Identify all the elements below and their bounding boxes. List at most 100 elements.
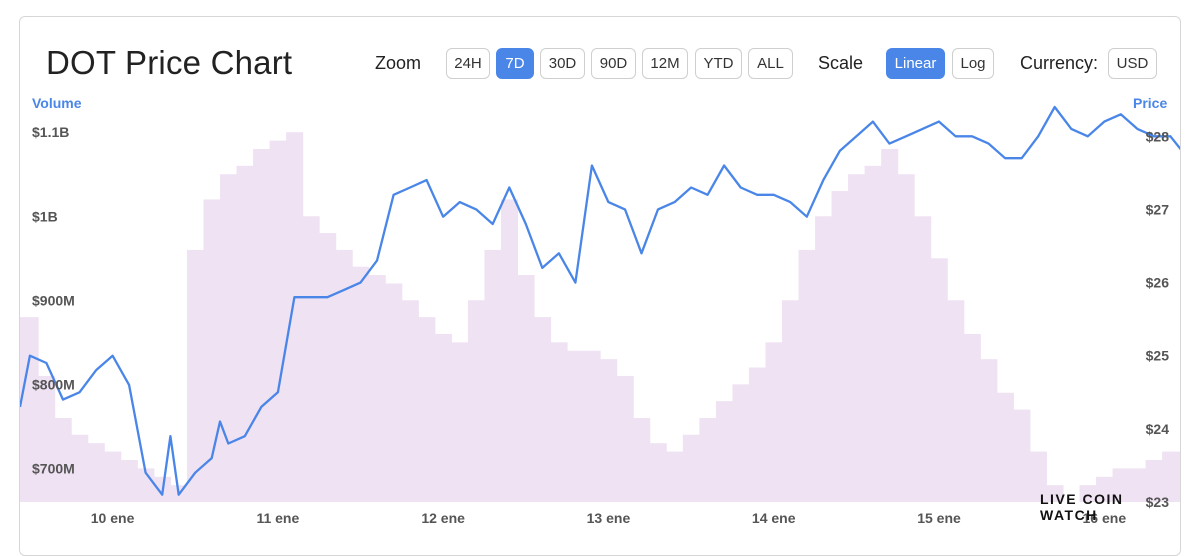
volume-bar [220,174,238,502]
volume-bar [87,443,105,502]
volume-bar [699,417,717,502]
volume-bar [930,258,948,502]
price-tick-label: $23 [1146,494,1170,510]
scale-label: Scale [818,53,864,73]
brand-text: LIVE COIN WATCH [1040,491,1124,523]
volume-bar [748,367,766,502]
volume-bar [864,165,882,503]
currency-label: Currency: [1020,53,1099,73]
volume-bar [567,350,585,502]
volume-bar [203,199,221,502]
zoom-label: Zoom [375,53,422,73]
volume-bar [1129,468,1147,502]
x-tick-label: 13 ene [587,510,631,526]
volume-bar [897,174,915,502]
volume-bar [633,417,651,502]
volume-bar [269,140,287,503]
price-axis-title: Price [1133,95,1168,111]
x-tick-label: 16 ene [1083,510,1127,526]
volume-bar [1145,459,1163,502]
volume-axis-title: Volume [32,95,82,111]
volume-bar [583,350,601,502]
volume-bar [534,317,552,502]
volume-bar [1013,409,1031,502]
volume-bar [963,333,981,502]
volume-bar [550,342,568,502]
volume-bar [71,434,89,502]
scale-log-button[interactable]: Log [952,48,994,79]
volume-bar [236,165,254,503]
x-tick-label: 11 ene [256,510,299,526]
volume-tick-label: $900M [32,292,75,308]
volume-bar [418,317,436,502]
livecoinwatch-logo: LIVE COIN WATCH [1040,491,1180,523]
volume-bar [798,249,816,502]
price-tick-label: $24 [1146,421,1170,437]
volume-bar [434,333,452,502]
volume-bar [649,443,667,502]
zoom-all-button[interactable]: ALL [748,48,793,79]
volume-bar [484,249,502,502]
x-tick-label: 12 ene [421,510,465,526]
dot-price-chart: $1.1B $1B $900M $800M $700M $28 $27 $26 $25 $24 $2… [20,105,1180,526]
zoom-7d-button[interactable]: 7D [496,48,534,79]
volume-tick-label: $1B [32,208,58,224]
volume-bar [186,249,204,502]
volume-bar [996,392,1014,502]
volume-bar [848,174,866,502]
volume-bar [467,300,485,502]
page-title: DOT Price Chart [46,44,293,81]
zoom-30d-button[interactable]: 30D [540,48,585,79]
volume-bar [253,149,271,502]
volume-bar [54,417,72,502]
volume-bar [765,342,783,502]
volume-bar [715,401,733,502]
x-tick-label: 14 ene [752,510,796,526]
volume-bar [286,132,304,502]
volume-bar [385,283,403,502]
volume-bar [1112,468,1130,502]
volume-bar [38,375,56,502]
volume-bar [401,300,419,502]
zoom-24h-button[interactable]: 24H [446,48,490,79]
volume-bar [104,451,122,502]
volume-bar [20,317,39,502]
price-tick-label: $27 [1146,201,1170,217]
volume-bar [517,275,535,502]
volume-bar [600,359,618,502]
volume-bar [500,199,519,502]
volume-bar [980,359,998,502]
volume-bar [1029,451,1047,502]
volume-bar [947,300,965,502]
volume-bar [368,275,386,502]
volume-tick-label: $700M [32,460,75,476]
volume-bar [781,300,800,502]
volume-bar [335,249,353,502]
price-line [20,105,1180,496]
volume-tick-label: $800M [32,376,75,392]
volume-bar [137,468,155,502]
volume-bar [914,216,932,503]
zoom-12m-button[interactable]: 12M [642,48,688,79]
price-tick-label: $26 [1146,275,1170,291]
zoom-90d-button[interactable]: 90D [591,48,636,79]
volume-bar [881,149,899,502]
currency-usd-button[interactable]: USD [1108,48,1157,79]
volume-bar [616,375,634,502]
volume-bar [666,451,684,502]
zoom-ytd-button[interactable]: YTD [695,48,742,79]
scale-linear-button[interactable]: Linear [886,48,945,79]
x-tick-label: 15 ene [917,510,961,526]
price-chart-card: DOT Price Chart Zoom 24H 7D 30D 90D 12M … [19,16,1181,556]
volume-bar [319,233,337,502]
volume-bar [302,216,320,503]
volume-tick-label: $1.1B [32,124,69,140]
volume-bar [732,384,750,502]
price-tick-label: $28 [1146,128,1170,144]
volume-bar [682,434,700,502]
volume-bar [831,191,849,503]
price-tick-label: $25 [1146,348,1170,364]
volume-bar [451,342,469,502]
volume-bar [1079,485,1097,502]
volume-bar [815,216,833,503]
